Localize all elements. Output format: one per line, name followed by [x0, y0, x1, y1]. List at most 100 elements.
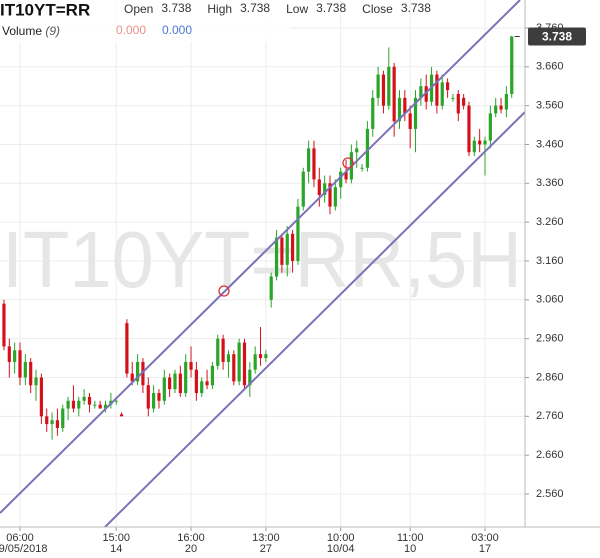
candle-body	[494, 105, 498, 114]
candle-body	[103, 404, 108, 409]
y-tick-label: 3.060	[536, 294, 564, 306]
x-date-label: 17	[479, 543, 491, 555]
candle-body	[258, 354, 263, 359]
candle-body	[323, 183, 327, 195]
candle-body	[141, 361, 145, 386]
candle-body	[34, 377, 38, 386]
watermark: IT10YT=RR,5H	[2, 215, 522, 304]
y-tick-label: 2.960	[536, 333, 564, 345]
stat-value: 3.738	[401, 1, 431, 15]
candle-body	[232, 354, 236, 382]
volume-period: (9)	[45, 24, 60, 38]
candle-body	[307, 148, 311, 172]
candle-body	[242, 342, 247, 386]
candle-body	[23, 361, 27, 378]
candle-body	[456, 93, 460, 114]
candle-body	[39, 377, 43, 417]
candle-body	[285, 233, 289, 265]
candle-body	[440, 82, 444, 106]
candle-body	[7, 346, 11, 362]
candle-body	[435, 74, 439, 106]
stat-label: Low	[286, 2, 308, 16]
x-date-label: 20	[185, 543, 197, 555]
candle-body	[87, 396, 92, 405]
candle-body	[130, 373, 134, 382]
candle-body	[184, 361, 188, 394]
candle-body	[419, 86, 423, 98]
y-tick-label: 2.660	[536, 449, 564, 461]
x-date-label: 14	[110, 543, 122, 555]
x-date-label: 10	[404, 543, 416, 555]
grid	[0, 0, 525, 527]
y-tick-label: 3.660	[536, 61, 564, 73]
candle-body	[413, 97, 418, 129]
candle-body	[66, 400, 70, 409]
candle-body	[178, 373, 182, 394]
candle-body	[333, 187, 337, 207]
candle-body	[296, 206, 300, 261]
candle-body	[29, 361, 33, 386]
candle-body	[119, 414, 124, 417]
x-tick-label: 13:00	[252, 532, 280, 544]
candle-body	[424, 86, 428, 102]
candle-body	[339, 171, 343, 188]
candle-body	[269, 276, 273, 300]
candle-body	[2, 303, 6, 347]
candle-body	[50, 420, 54, 425]
stat-label: High	[207, 2, 232, 16]
candle-body	[82, 396, 86, 401]
candle-body	[301, 171, 305, 207]
candle-body	[355, 148, 359, 153]
candle-body	[312, 148, 316, 180]
candle-body	[152, 393, 156, 409]
candle-body	[55, 420, 60, 428]
candle-body	[253, 354, 257, 370]
last-price-label: 3.738	[542, 30, 572, 44]
candle-body	[93, 404, 97, 406]
candle-body	[210, 365, 215, 386]
trend-line	[104, 111, 526, 528]
candle-body	[61, 408, 65, 428]
candle-body	[226, 354, 231, 362]
candle-body	[365, 128, 370, 168]
y-tick-label: 2.760	[536, 410, 564, 422]
volume-name: Volume	[2, 24, 42, 38]
candle-body	[504, 93, 508, 110]
candle-body	[189, 361, 193, 370]
stat-label: Close	[362, 2, 393, 16]
candle-body	[290, 233, 295, 261]
candles	[2, 35, 514, 440]
candle-body	[162, 377, 166, 401]
x-tick-label: 16:00	[177, 532, 205, 544]
candle-body	[483, 140, 487, 145]
candle-body	[510, 36, 514, 94]
stats: Open 3.738 High 3.738 Low 3.738 Close 3.738 0.00…	[116, 1, 431, 37]
y-tick-label: 3.360	[536, 177, 564, 189]
x-tick-label: 06:00	[6, 532, 34, 544]
candle-body	[451, 97, 455, 99]
volume-value: 0.000	[116, 23, 146, 37]
y-tick-label: 3.460	[536, 138, 564, 150]
candle-body	[98, 404, 102, 409]
candle-body	[280, 237, 284, 265]
stat-value: 3.738	[161, 1, 191, 15]
candle-body	[344, 171, 348, 180]
y-tick-label: 2.860	[536, 371, 564, 383]
candle-body	[403, 97, 407, 114]
candle-body	[360, 167, 364, 169]
candle-body	[114, 400, 118, 402]
candle-body	[237, 342, 241, 382]
candle-body	[371, 97, 375, 129]
y-tick-label: 3.160	[536, 255, 564, 267]
candle-body	[445, 82, 450, 91]
stat-value: 3.738	[240, 1, 270, 15]
candle-body	[499, 105, 503, 110]
y-tick-label: 2.560	[536, 488, 564, 500]
candle-body	[264, 354, 268, 359]
candle-body	[18, 350, 22, 378]
candle-body	[173, 373, 177, 390]
candle-body	[135, 361, 140, 382]
candle-body	[408, 113, 412, 129]
header-bg	[0, 0, 290, 42]
